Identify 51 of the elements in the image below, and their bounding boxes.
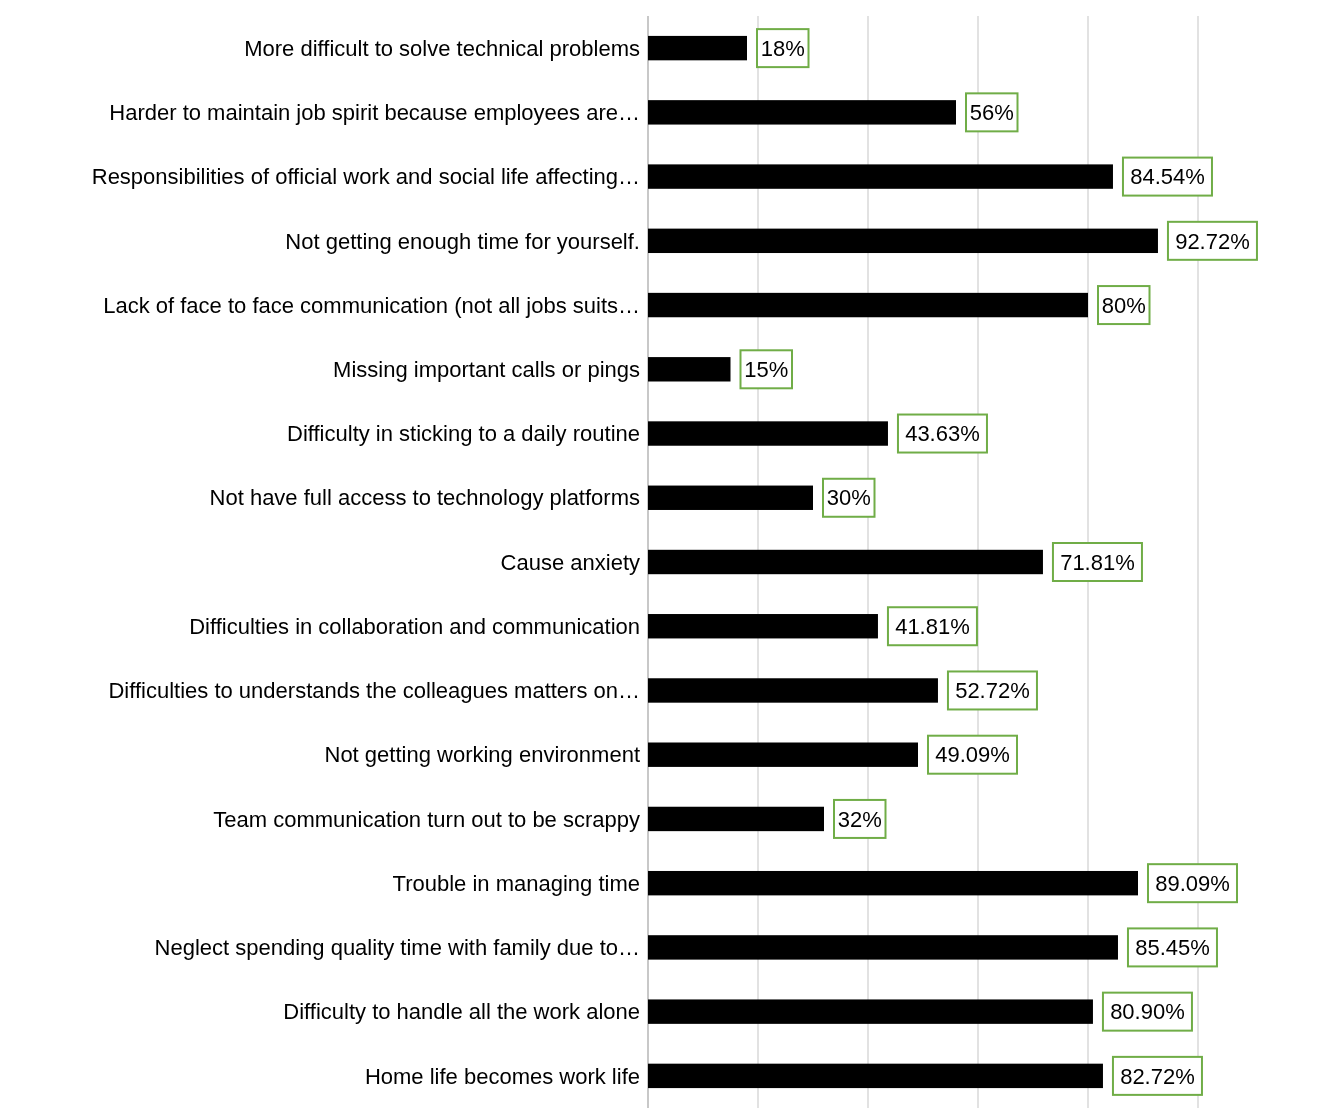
- bar: [648, 806, 824, 832]
- bar: [648, 292, 1088, 318]
- bar: [648, 35, 747, 61]
- bar: [648, 485, 813, 510]
- y-tick-label: Difficulty in sticking to a daily routine: [287, 421, 640, 447]
- data-label: 18%: [760, 35, 805, 61]
- y-tick-label: Difficulties in collaboration and communication: [189, 613, 640, 639]
- y-tick-label: Home life becomes work life: [364, 1063, 640, 1089]
- data-label: 49.09%: [935, 742, 1010, 768]
- y-tick-label: Lack of face to face communication (not all jobs suits…: [103, 292, 640, 318]
- data-label: 32%: [837, 806, 882, 832]
- y-tick-label: Trouble in managing time: [392, 870, 640, 896]
- data-label: 15%: [744, 356, 789, 382]
- y-tick-label: More difficult to solve technical problems: [244, 35, 640, 61]
- bar: [648, 614, 878, 639]
- bar: [648, 100, 956, 125]
- data-label: 80.90%: [1110, 999, 1185, 1025]
- bar: [648, 870, 1138, 896]
- y-tick-label: Responsibilities of official work and social life affecting…: [91, 164, 640, 190]
- data-label: 71.81%: [1060, 549, 1135, 575]
- bar: [648, 742, 918, 767]
- bar: [648, 1063, 1103, 1089]
- data-label: 41.81%: [895, 613, 970, 639]
- data-label: 80%: [1101, 292, 1146, 318]
- y-tick-label: Not have full access to technology platforms: [209, 485, 640, 511]
- data-label: 56%: [969, 100, 1014, 126]
- data-label: 85.45%: [1135, 935, 1210, 961]
- bar: [648, 164, 1113, 189]
- data-label: 89.09%: [1155, 870, 1230, 896]
- y-tick-label: Not getting enough time for yourself.: [285, 228, 640, 254]
- bar: [648, 678, 938, 703]
- data-label: 52.72%: [955, 678, 1030, 704]
- data-label: 30%: [826, 485, 871, 511]
- y-tick-label: Harder to maintain job spirit because employees are…: [109, 100, 640, 126]
- data-label: 84.54%: [1130, 164, 1205, 190]
- data-label: 43.63%: [905, 421, 980, 447]
- bar: [648, 357, 731, 382]
- data-label: 82.72%: [1120, 1063, 1195, 1089]
- data-label: 92.72%: [1175, 228, 1250, 254]
- bar: [648, 421, 888, 446]
- y-tick-label: Missing important calls or pings: [333, 356, 640, 382]
- y-tick-label: Cause anxiety: [500, 549, 640, 575]
- y-tick-label: Not getting working environment: [324, 742, 640, 768]
- bar: [648, 228, 1158, 254]
- y-tick-label: Team communication turn out to be scrappy: [213, 806, 640, 832]
- y-tick-label: Difficulty to handle all the work alone: [283, 999, 640, 1025]
- y-tick-label: Difficulties to understands the colleagues matters on…: [108, 678, 640, 704]
- bar: [648, 935, 1118, 960]
- y-tick-label: Neglect spending quality time with family due to…: [154, 935, 640, 961]
- bar: [648, 549, 1043, 575]
- bar: [648, 999, 1093, 1024]
